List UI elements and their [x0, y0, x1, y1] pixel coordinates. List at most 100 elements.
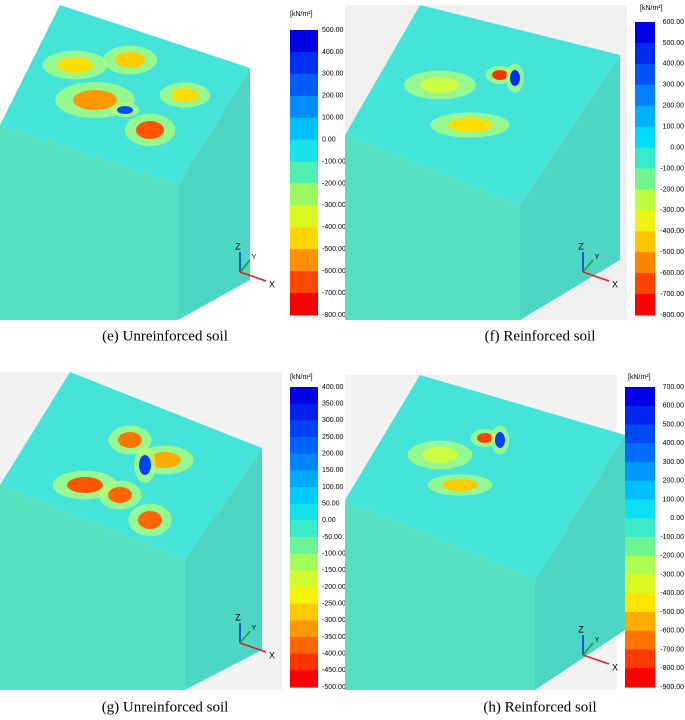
legend-label: -100.00: [660, 534, 684, 541]
legend-label: -50.00: [322, 534, 342, 541]
legend-label: 150.00: [322, 467, 344, 474]
legend-label: 100.00: [663, 496, 685, 503]
legend-swatch: [290, 620, 318, 638]
legend-label: 200.00: [663, 478, 685, 485]
legend-label: -800.00: [322, 312, 346, 319]
cube-right-face: [178, 68, 250, 320]
legend-swatch: [625, 443, 655, 463]
legend-swatch: [635, 63, 655, 86]
legend-label: 500.00: [663, 421, 685, 428]
legend-swatch: [635, 22, 655, 44]
legend-swatch: [625, 405, 655, 425]
panel: Z Y X [kN/m²] 700.00 600.00 500.00 400.00 300.00…: [345, 374, 685, 715]
axis-label: X: [269, 650, 275, 660]
cube-left-face: [0, 125, 178, 320]
legend-label: 300.00: [322, 417, 344, 424]
legend-swatch: [290, 603, 318, 621]
axis-y: [239, 259, 251, 273]
legend-label: -600.00: [660, 628, 684, 635]
legend-label: 0.00: [670, 515, 684, 522]
legend-label: -250.00: [322, 601, 346, 608]
legend-label: 500.00: [663, 40, 685, 47]
legend-label: -100.00: [660, 165, 684, 172]
legend-label: -400.00: [660, 228, 684, 235]
contour-spot: [118, 432, 142, 448]
legend-swatch: [290, 587, 318, 605]
legend-label: 0.00: [322, 517, 336, 524]
cube-left-face: [0, 485, 185, 690]
contour-spot: [442, 479, 478, 491]
legend-swatch: [625, 424, 655, 444]
contour-spot: [138, 511, 162, 529]
cube-left-face: [345, 500, 535, 690]
axis-label: X: [612, 662, 618, 672]
caption: (e) Unreinforced soil: [102, 328, 228, 344]
legend-swatch: [290, 139, 318, 163]
legend-label: -900.00: [660, 684, 684, 691]
axis-x: [582, 271, 610, 282]
contour-spots: [42, 45, 211, 147]
legend-label: 600.00: [663, 19, 685, 26]
legend-swatch: [635, 231, 655, 253]
legend-swatch: [635, 84, 655, 107]
legend-label: 250.00: [322, 434, 344, 441]
legend-label: -500.00: [322, 684, 346, 691]
legend-swatch: [625, 387, 655, 407]
contour-spot: [139, 455, 151, 475]
legend-swatch: [635, 273, 655, 295]
legend-label: -400.00: [322, 224, 346, 231]
legend-swatch: [625, 612, 655, 632]
legend-label: 100.00: [322, 115, 344, 122]
legend-swatch: [290, 520, 318, 538]
caption: (f) Reinforced soil: [485, 328, 596, 344]
axis-label: Y: [252, 254, 257, 261]
legend-label: -150.00: [322, 567, 346, 574]
contour-spots: [52, 425, 194, 537]
contour-spot: [57, 57, 93, 73]
legend-label: -500.00: [660, 609, 684, 616]
legend-swatch: [290, 670, 318, 688]
legend-unit: [kN/m²]: [640, 5, 663, 12]
axis-label: Z: [235, 612, 241, 622]
contour-spot: [492, 70, 508, 80]
axis-label: Y: [595, 637, 600, 644]
legend-swatch: [290, 249, 318, 272]
legend-label: -700.00: [660, 646, 684, 653]
axis-label: Z: [578, 241, 584, 251]
legend-label: 100.00: [663, 123, 685, 130]
axis-label: Y: [595, 254, 600, 261]
legend-swatch: [635, 252, 655, 274]
legend-swatch: [625, 630, 655, 650]
legend-label: -400.00: [660, 590, 684, 597]
legend-label: -800.00: [660, 312, 684, 319]
legend-label: 200.00: [322, 93, 344, 100]
legend-label: -300.00: [322, 617, 346, 624]
legend-swatch: [290, 503, 318, 521]
contour-spot: [149, 452, 181, 468]
legend-swatch: [625, 668, 655, 688]
legend-label: -700.00: [660, 291, 684, 298]
legend-label: -600.00: [322, 268, 346, 275]
legend-swatch: [290, 653, 318, 671]
contour-spot: [73, 90, 117, 110]
legend-label: -800.00: [660, 665, 684, 672]
axis-x: [239, 271, 267, 282]
legend-label: 300.00: [322, 71, 344, 78]
legend-swatch: [290, 161, 318, 184]
legend-label: 350.00: [322, 401, 344, 408]
legend-label: -300.00: [660, 571, 684, 578]
legend-swatch: [290, 73, 318, 97]
legend-swatch: [290, 570, 318, 588]
legend-swatch: [290, 537, 318, 555]
panel: Z Y X [kN/m²]600.00 500.00 400.00 300.00 200.00…: [345, 5, 685, 344]
axis-label: Y: [252, 625, 257, 632]
legend-label: 400.00: [322, 49, 344, 56]
legend-label: -100.00: [322, 551, 346, 558]
legend-label: 500.00: [322, 27, 344, 34]
legend-swatch: [290, 470, 318, 488]
legend-unit: [kN/m²]: [290, 11, 313, 18]
legend-swatch: [290, 553, 318, 571]
panel: Z Y X [kN/m²] 400.00 350.00 300.00 250.00 200.00…: [0, 372, 346, 715]
axis-label: X: [269, 279, 275, 289]
contour-spot: [448, 118, 492, 132]
